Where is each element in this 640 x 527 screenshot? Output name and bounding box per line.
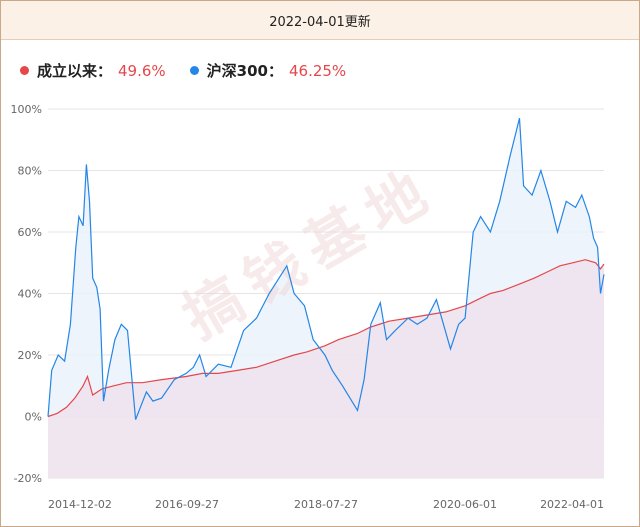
legend-item-index[interactable]: 沪深300： 46.25% bbox=[189, 60, 347, 81]
legend-dot-fund bbox=[20, 66, 29, 75]
x-tick-label: 2020-06-01 bbox=[433, 498, 497, 511]
legend-item-fund[interactable]: 成立以来： 49.6% bbox=[20, 60, 166, 81]
legend-label-index: 沪深300： bbox=[206, 62, 283, 80]
legend-value-index: 46.25% bbox=[288, 61, 347, 80]
legend-dot-index bbox=[189, 66, 199, 75]
x-tick-label: 2016-09-27 bbox=[155, 498, 219, 511]
fund-series-line bbox=[47, 259, 605, 418]
x-tick-label: 2022-04-01 bbox=[540, 498, 604, 511]
update-header: 2022-04-01更新 bbox=[1, 1, 639, 40]
legend-value-fund: 49.6% bbox=[118, 61, 166, 80]
y-tick-label: 0% bbox=[25, 411, 42, 424]
legend-label-fund: 成立以来： bbox=[37, 62, 113, 80]
x-tick-label: 2018-07-27 bbox=[294, 498, 358, 511]
y-tick-label: -20% bbox=[14, 472, 42, 485]
chart-legend: 成立以来： 49.6% 沪深300： 46.25% bbox=[20, 60, 370, 81]
index-series-line bbox=[47, 118, 605, 420]
y-tick-label: 80% bbox=[18, 165, 42, 178]
y-tick-label: 100% bbox=[11, 103, 42, 116]
x-tick-label: 2014-12-02 bbox=[48, 498, 112, 511]
y-tick-label: 40% bbox=[18, 288, 42, 301]
update-date-label: 2022-04-01更新 bbox=[269, 14, 371, 30]
y-tick-label: 60% bbox=[18, 226, 42, 239]
y-tick-label: 20% bbox=[18, 349, 42, 362]
